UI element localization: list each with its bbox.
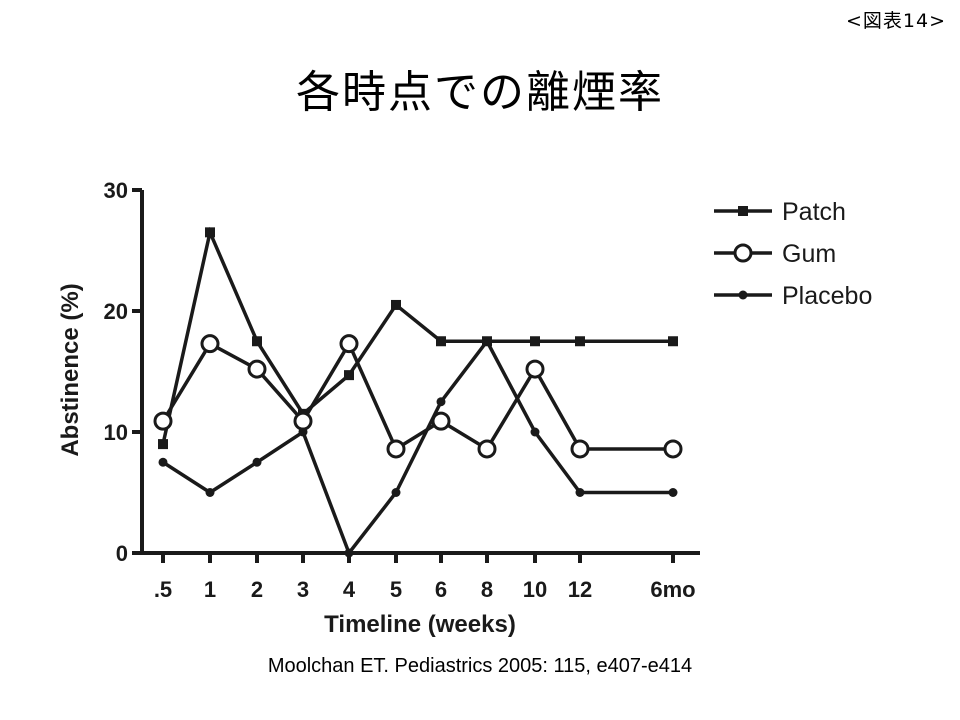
y-tick-label: 30 [104, 178, 128, 203]
data-point-placebo [158, 457, 168, 467]
legend-marker-placebo [738, 290, 748, 300]
data-point-gum [477, 439, 497, 459]
data-point-placebo [668, 488, 678, 497]
x-tick-label: 5 [390, 577, 402, 602]
data-point-gum [247, 359, 267, 379]
data-point-gum [153, 411, 173, 431]
data-point-placebo [575, 488, 585, 497]
data-point-patch [436, 336, 446, 347]
data-point-gum [570, 439, 590, 459]
x-tick-label: 12 [568, 577, 592, 602]
data-point-patch [205, 227, 215, 238]
data-point-patch [391, 299, 401, 310]
data-point-gum [339, 334, 359, 354]
data-point-patch [575, 336, 585, 347]
y-tick-label: 20 [104, 299, 128, 324]
chart-series-layer [153, 226, 683, 558]
data-point-placebo [252, 457, 262, 467]
series-placebo [158, 336, 678, 558]
citation: Moolchan ET. Pediastrics 2005: 115, e407… [267, 655, 693, 677]
data-point-placebo [436, 397, 446, 407]
y-tick-label: 0 [116, 541, 128, 566]
data-point-patch [252, 336, 262, 347]
data-point-gum [386, 439, 406, 459]
legend-item-placebo: Placebo [714, 282, 872, 310]
y-axis-label: Abstinence (%) [57, 283, 84, 456]
data-point-patch [530, 336, 540, 347]
data-point-placebo [344, 548, 354, 558]
legend-marker-patch [738, 206, 748, 216]
x-tick-label: 2 [251, 577, 263, 602]
data-point-gum [663, 439, 683, 459]
data-point-placebo [205, 488, 215, 497]
data-point-patch [668, 336, 678, 347]
legend-label-patch: Patch [782, 198, 846, 226]
data-point-gum [200, 334, 220, 354]
x-tick-label: 4 [343, 577, 356, 602]
data-point-patch [344, 370, 354, 381]
legend-item-patch: Patch [714, 198, 846, 226]
data-point-placebo [530, 427, 540, 437]
figure-label: <図表14> [845, 10, 946, 32]
series-line-gum [161, 339, 673, 452]
page-title: 各時点での離煙率 [296, 67, 664, 118]
chart-legend: Patch Gum Placebo [714, 198, 872, 310]
x-tick-label: 10 [523, 577, 547, 602]
x-tick-label: .5 [154, 577, 172, 602]
series-line-patch [161, 226, 673, 445]
data-point-placebo [482, 336, 492, 346]
x-tick-label: 1 [204, 577, 216, 602]
series-gum [153, 334, 683, 459]
data-point-placebo [391, 488, 401, 497]
legend-marker-gum [733, 243, 753, 263]
data-point-placebo [298, 427, 308, 437]
x-axis-label: Timeline (weeks) [324, 611, 516, 638]
data-point-gum [525, 359, 545, 379]
series-patch [158, 226, 678, 450]
legend-label-gum: Gum [782, 240, 836, 268]
x-tick-label: 6mo [650, 577, 695, 602]
data-point-gum [293, 411, 313, 431]
series-line-placebo [162, 338, 673, 557]
y-tick-label: 10 [104, 420, 128, 445]
x-tick-label: 6 [435, 577, 447, 602]
x-tick-label: 3 [297, 577, 309, 602]
legend-label-placebo: Placebo [782, 282, 872, 310]
data-point-patch [158, 439, 168, 450]
x-tick-label: 8 [481, 577, 493, 602]
legend-item-gum: Gum [714, 240, 836, 268]
